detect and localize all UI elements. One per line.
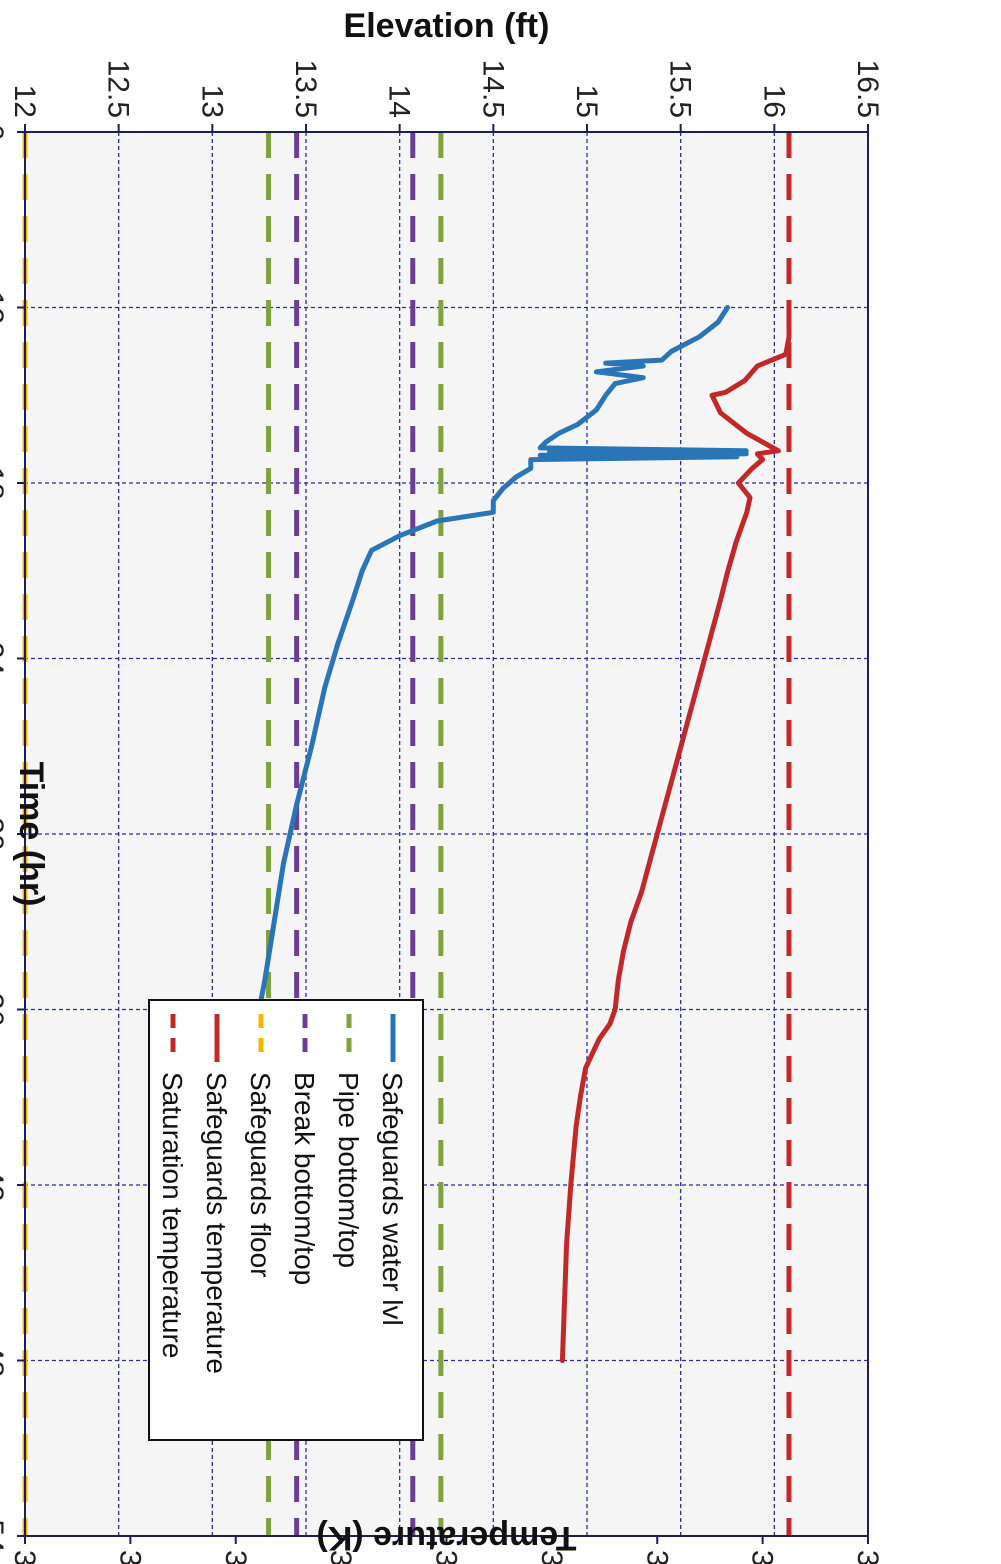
x-tick-label: 42 — [0, 1168, 9, 1201]
x-tick-label: 30 — [0, 817, 9, 850]
y-tick-label: 13 — [195, 85, 228, 118]
x-axis-ticks: 6 12 18 24 30 36 42 48 54 — [0, 124, 25, 1553]
y-axis-ticks: 12 12.5 13 13.5 14 14.5 15 15.5 16 16.5 — [8, 60, 884, 132]
x-tick-label: 6 — [0, 124, 9, 141]
y2-tick-label: 340 — [430, 1550, 463, 1564]
legend-entry: Saturation temperature — [157, 1072, 188, 1358]
x-tick-label: 12 — [0, 291, 9, 324]
y-tick-label: 16 — [757, 85, 790, 118]
y-tick-label: 13.5 — [289, 60, 322, 118]
x-axis-title: Time (hr) — [12, 762, 50, 907]
y-axis-title: Elevation (ft) — [344, 7, 550, 45]
y-tick-label: 14 — [383, 85, 416, 118]
legend-entry: Safeguards water lvl — [377, 1072, 408, 1326]
y2-axis-ticks: 300 310 320 330 340 350 360 370 380 — [8, 1536, 884, 1564]
y-tick-label: 14.5 — [476, 60, 509, 118]
y-tick-label: 15.5 — [664, 60, 697, 118]
x-tick-label: 48 — [0, 1344, 9, 1377]
legend: Safeguards water lvl Pipe bottom/top Break… — [148, 999, 424, 1441]
x-tick-label: 24 — [0, 642, 9, 675]
y2-tick-label: 360 — [640, 1550, 673, 1564]
y-tick-label: 15 — [570, 85, 603, 118]
y2-tick-label: 370 — [746, 1550, 779, 1564]
legend-entry: Safeguards floor — [245, 1072, 276, 1277]
y2-tick-label: 350 — [535, 1550, 568, 1564]
legend-entry: Pipe bottom/top — [333, 1072, 364, 1268]
y2-tick-label: 310 — [113, 1550, 146, 1564]
legend-box — [148, 999, 424, 1441]
legend-entry: Break bottom/top — [289, 1072, 320, 1285]
y2-tick-label: 320 — [219, 1550, 252, 1564]
y-tick-label: 16.5 — [851, 60, 884, 118]
y2-axis-title: Temperature (K) — [316, 1519, 576, 1557]
y2-tick-label: 300 — [8, 1550, 41, 1564]
y2-tick-label: 330 — [324, 1550, 357, 1564]
legend-entry: Safeguards temperature — [201, 1072, 232, 1374]
y2-tick-label: 380 — [851, 1550, 884, 1564]
y-tick-label: 12.5 — [102, 60, 135, 118]
series-line — [559, 305, 792, 1363]
x-tick-label: 54 — [0, 1519, 9, 1552]
y-tick-label: 12 — [8, 85, 41, 118]
x-tick-label: 18 — [0, 466, 9, 499]
x-tick-label: 36 — [0, 993, 9, 1026]
